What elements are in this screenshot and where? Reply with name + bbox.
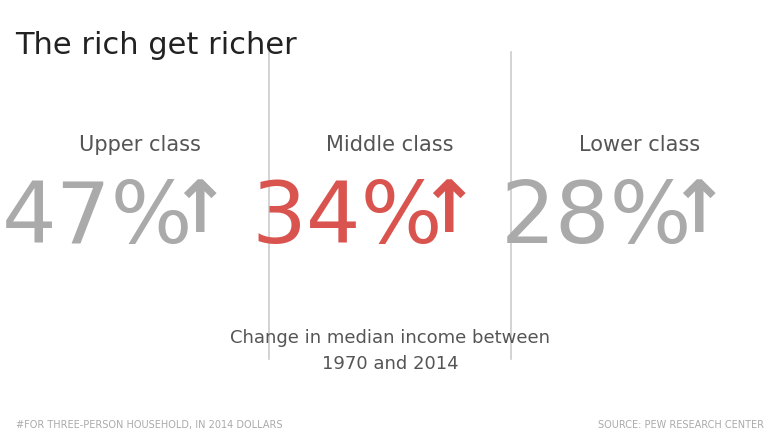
Text: ↑: ↑	[418, 178, 479, 247]
Text: 34%: 34%	[251, 177, 443, 261]
Text: #FOR THREE-PERSON HOUSEHOLD, IN 2014 DOLLARS: #FOR THREE-PERSON HOUSEHOLD, IN 2014 DOL…	[16, 419, 282, 429]
Text: SOURCE: PEW RESEARCH CENTER: SOURCE: PEW RESEARCH CENTER	[598, 419, 764, 429]
Text: Change in median income between
1970 and 2014: Change in median income between 1970 and…	[230, 328, 550, 373]
Text: Upper class: Upper class	[80, 134, 201, 155]
Text: 47%: 47%	[2, 177, 193, 261]
Text: 28%: 28%	[501, 177, 693, 261]
Text: ↑: ↑	[168, 178, 229, 247]
Text: ↑: ↑	[668, 178, 729, 247]
Text: Lower class: Lower class	[579, 134, 700, 155]
Text: The rich get richer: The rich get richer	[16, 31, 297, 60]
Text: Middle class: Middle class	[326, 134, 454, 155]
